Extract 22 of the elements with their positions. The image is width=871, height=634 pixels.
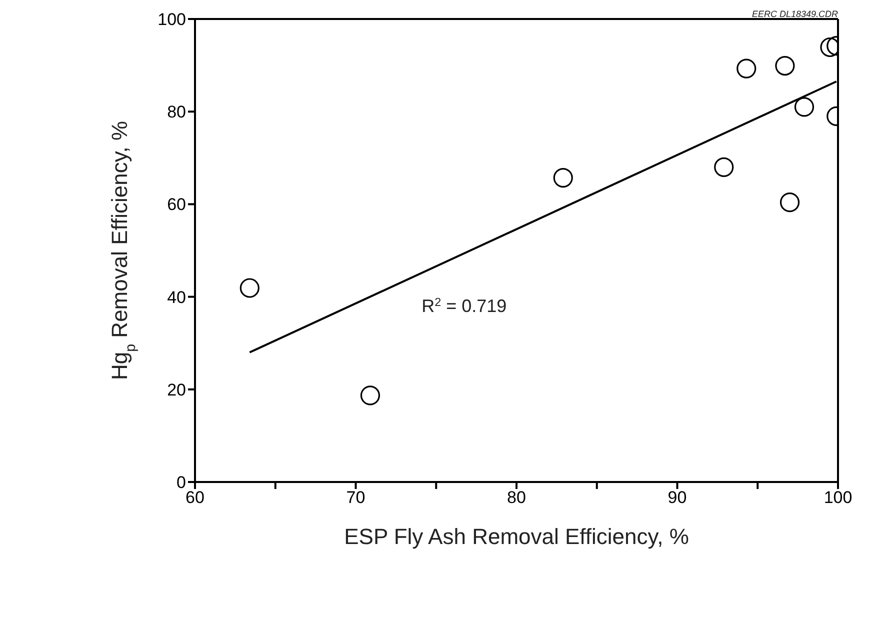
- point: [553, 168, 573, 188]
- y-tick-label: 80: [167, 102, 186, 122]
- y-tick-label: 100: [158, 10, 186, 30]
- y-tick-label: 0: [176, 473, 186, 492]
- x-tick-label: 70: [346, 488, 366, 508]
- point: [775, 56, 795, 76]
- x-tick-label: 80: [507, 488, 526, 508]
- x-axis-title: ESP Fly Ash Removal Efficiency, %: [344, 524, 689, 549]
- point: [794, 97, 814, 117]
- point: [780, 192, 800, 212]
- point: [714, 157, 734, 177]
- x-tick-label: 100: [824, 488, 852, 508]
- point: [360, 386, 380, 406]
- annotation: EERC DL18349.CDR: [752, 9, 838, 19]
- annotation: R$^{2}$ = 0.719: [422, 296, 507, 316]
- y-tick-label: 20: [167, 380, 186, 400]
- point: [240, 278, 260, 298]
- y-tick-label: 40: [167, 288, 186, 307]
- x-tick-label: 90: [668, 488, 687, 508]
- x-tick-label: 60: [186, 488, 204, 508]
- point: [736, 58, 756, 78]
- y-tick-label: 60: [167, 195, 186, 214]
